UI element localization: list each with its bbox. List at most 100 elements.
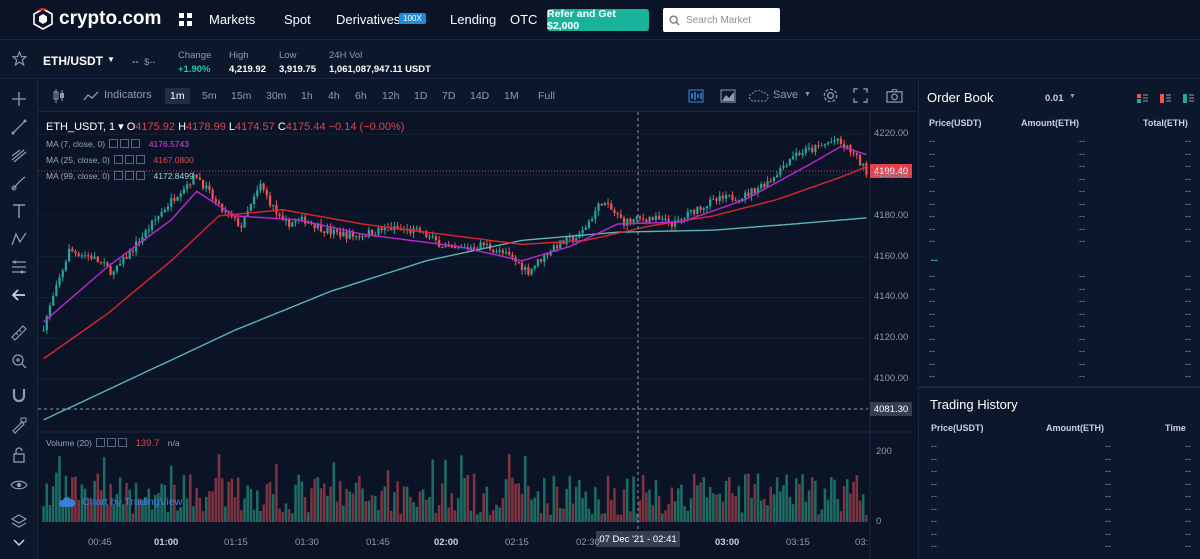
volume-bar-258	[865, 514, 868, 522]
candle-body-42	[176, 196, 179, 201]
pattern-icon[interactable]	[10, 230, 28, 248]
precision-select[interactable]: 0.01	[1045, 93, 1064, 104]
derivatives-badge: 100X	[399, 13, 426, 24]
volume-bar-22	[112, 505, 116, 522]
pair-caret-icon[interactable]: ▼	[107, 55, 115, 64]
volume-bar-126	[444, 459, 447, 522]
camera-icon[interactable]	[886, 88, 903, 103]
logo[interactable]: crypto.com	[33, 8, 161, 30]
ob-asks-icon[interactable]	[1160, 94, 1171, 103]
tradingview-credit[interactable]: Chart by TradingView	[58, 496, 182, 508]
chart-canvas[interactable]	[38, 112, 916, 559]
tf-12h[interactable]: 12h	[382, 90, 400, 102]
ruler-icon[interactable]	[10, 324, 28, 342]
ma25-legend[interactable]: MA (25, close, 0) 4167.0800	[46, 155, 194, 165]
price-chart[interactable]: ETH_USDT, 1 ▾ O4175.92 H4178.99 L4174.57…	[38, 112, 916, 559]
volume-bar-231	[779, 491, 782, 522]
ob-ask-cell: --	[929, 211, 935, 221]
tf-1m[interactable]: 1m	[165, 88, 190, 104]
candle-body-191	[651, 217, 654, 220]
zoom-icon[interactable]	[10, 352, 28, 370]
cloud-save-icon[interactable]	[748, 90, 770, 102]
apps-grid-icon[interactable]	[178, 12, 194, 28]
volume-bar-2	[48, 504, 52, 522]
search-box[interactable]	[663, 8, 780, 32]
save-button[interactable]: Save	[773, 89, 799, 101]
nav-lending[interactable]: Lending	[450, 12, 497, 27]
candle-body-17	[96, 256, 99, 263]
ma99-legend[interactable]: MA (99, close, 0) 4172.8499	[46, 171, 194, 181]
volume-bar-175	[600, 513, 603, 522]
collapse-chevron-icon[interactable]	[10, 534, 28, 552]
favorite-star-icon[interactable]	[12, 51, 27, 66]
pitchfork-icon[interactable]	[10, 146, 28, 164]
tf-30m[interactable]: 30m	[266, 90, 287, 102]
volume-bar-69	[262, 504, 265, 522]
candle-body-242	[814, 145, 817, 152]
fib-icon[interactable]	[10, 258, 28, 276]
tf-5m[interactable]: 5m	[202, 90, 217, 102]
candle-body-125	[441, 247, 444, 249]
ob-both-icon[interactable]	[1137, 94, 1148, 103]
volume-bar-156	[539, 513, 543, 522]
chart-style-area-icon[interactable]	[720, 89, 736, 103]
pair-selector[interactable]: ETH/USDT	[43, 54, 103, 68]
tf-1h[interactable]: 1h	[301, 90, 313, 102]
candle-body-30	[138, 241, 141, 243]
arrow-left-icon[interactable]	[10, 286, 28, 304]
candle-body-77	[288, 219, 291, 227]
settings-gear-icon[interactable]	[822, 87, 839, 104]
ma7-visibility-icon	[109, 139, 119, 148]
search-input[interactable]	[686, 14, 774, 26]
candle-body-129	[453, 246, 457, 249]
tf-15m[interactable]: 15m	[231, 90, 252, 102]
crosshair-icon[interactable]	[10, 90, 28, 108]
tf-6h[interactable]: 6h	[355, 90, 367, 102]
tf-1M[interactable]: 1M	[504, 90, 519, 102]
volume-bar-218	[737, 485, 741, 522]
magnet-icon[interactable]	[10, 386, 28, 404]
nav-spot[interactable]: Spot	[284, 12, 311, 27]
brush-icon[interactable]	[10, 174, 28, 192]
candle-body-154	[533, 265, 536, 269]
trend-line-icon[interactable]	[10, 118, 28, 136]
lock-pen-icon[interactable]	[10, 416, 28, 434]
volume-na: n/a	[167, 438, 180, 448]
volume-bar-166	[571, 503, 575, 522]
candle-type-icon[interactable]	[52, 88, 66, 104]
candle-body-146	[508, 252, 511, 255]
volume-bar-171	[587, 508, 591, 522]
volume-legend[interactable]: Volume (20) 139.7 n/a	[46, 438, 180, 449]
refer-button[interactable]: Refer and Get $2,000	[547, 8, 649, 32]
tf-7d[interactable]: 7D	[442, 90, 456, 102]
nav-markets[interactable]: Markets	[209, 12, 256, 27]
tf-1d[interactable]: 1D	[414, 90, 428, 102]
volume-bar-219	[740, 512, 744, 522]
nav-derivatives[interactable]: Derivatives	[336, 12, 401, 27]
indicators-button[interactable]: Indicators	[104, 89, 152, 101]
layers-icon[interactable]	[10, 512, 28, 530]
chart-style-bars-icon[interactable]	[688, 89, 704, 103]
history-cell: --	[1185, 516, 1191, 526]
volume-bar-25	[122, 503, 125, 522]
candle-body-165	[568, 236, 571, 238]
symbol-caret-icon[interactable]: ▾	[118, 121, 127, 133]
text-tool-icon[interactable]	[10, 202, 28, 220]
candle-body-14	[87, 255, 90, 257]
indicators-icon[interactable]	[83, 90, 99, 102]
save-caret-icon[interactable]: ▼	[804, 91, 811, 98]
precision-caret-icon[interactable]: ▼	[1069, 93, 1076, 100]
volume-bar-49	[198, 497, 202, 522]
candle-body-38	[163, 209, 166, 213]
nav-otc[interactable]: OTC	[510, 12, 538, 27]
tf-14d[interactable]: 14D	[470, 90, 490, 102]
full-button[interactable]: Full	[538, 90, 555, 102]
ob-bids-icon[interactable]	[1183, 94, 1194, 103]
chart-symbol: ETH_USDT, 1	[46, 121, 116, 133]
candle-body-5	[58, 277, 61, 285]
lock-icon[interactable]	[10, 446, 28, 464]
tf-4h[interactable]: 4h	[328, 90, 340, 102]
ma7-legend[interactable]: MA (7, close, 0) 4176.5743	[46, 139, 189, 149]
eye-icon[interactable]	[10, 476, 28, 494]
fullscreen-icon[interactable]	[853, 88, 868, 103]
